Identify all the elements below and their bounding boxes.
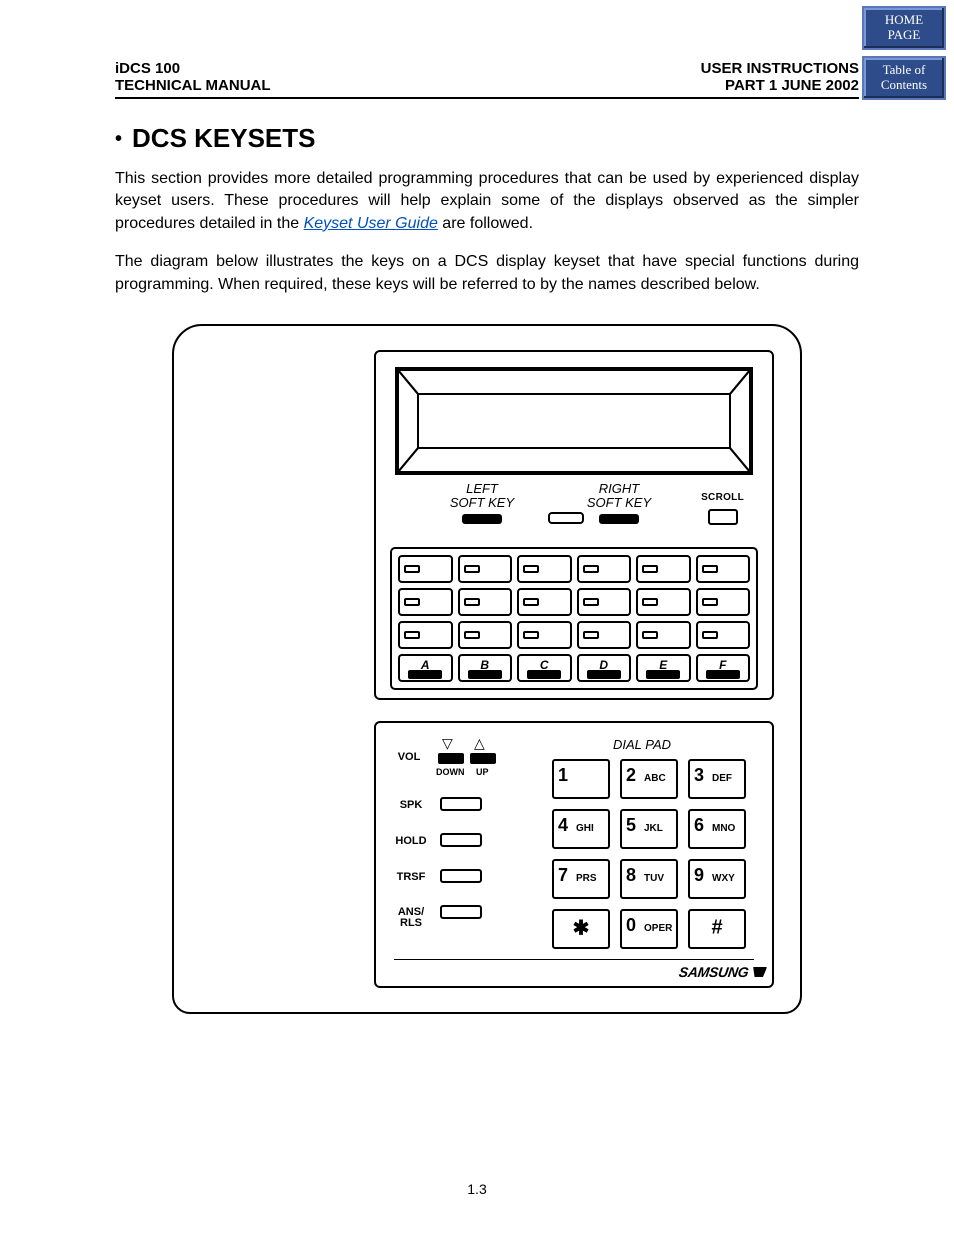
- ansrls-key: [440, 905, 482, 919]
- dial-key-3: 3DEF: [688, 759, 746, 799]
- up-arrow-icon: △: [474, 735, 485, 752]
- prog-key-a: A: [398, 654, 453, 682]
- prog-key: [577, 621, 632, 649]
- vol-down-key: [438, 753, 464, 764]
- vol-label: VOL: [390, 751, 428, 763]
- prog-key: [517, 555, 572, 583]
- scroll-label: SCROLL: [701, 492, 744, 503]
- home-l2: PAGE: [888, 28, 921, 43]
- dial-key-5: 5JKL: [620, 809, 678, 849]
- dial-key-hash: #: [688, 909, 746, 949]
- dial-key-7: 7PRS: [552, 859, 610, 899]
- dial-key-9: 9WXY: [688, 859, 746, 899]
- prog-key-d: D: [577, 654, 632, 682]
- paragraph-2: The diagram below illustrates the keys o…: [115, 251, 859, 296]
- header-right-top: USER INSTRUCTIONS: [701, 60, 859, 77]
- lcd-screen: [394, 366, 754, 476]
- keyset-user-guide-link[interactable]: Keyset User Guide: [304, 215, 438, 232]
- lower-panel: VOL ▽ △ DOWN UP SPK HOLD: [374, 721, 774, 988]
- header-left-bottom: TECHNICAL MANUAL: [115, 77, 271, 94]
- section-heading: DCS KEYSETS: [115, 123, 859, 154]
- prog-key: [458, 588, 513, 616]
- header-right-bottom: PART 1 JUNE 2002: [701, 77, 859, 94]
- toc-l2: Contents: [881, 78, 927, 93]
- prog-key: [398, 588, 453, 616]
- softkey-row: LEFT SOFT KEY RIGHT SOFT KEY SCROLL: [394, 482, 754, 534]
- left-soft-key: [462, 514, 502, 524]
- right-soft-key: [599, 514, 639, 524]
- hold-key: [440, 833, 482, 847]
- dial-pad-label: DIAL PAD: [552, 737, 732, 752]
- center-key: [548, 512, 584, 524]
- prog-key: [577, 588, 632, 616]
- dial-key-2: 2ABC: [620, 759, 678, 799]
- dial-pad: 12ABC3DEF 4GHI5JKL6MNO 7PRS8TUV9WXY ✱0OPER#: [552, 759, 752, 949]
- home-l1: HOME: [885, 13, 923, 28]
- left-soft-key-label: LEFT SOFT KEY: [442, 482, 522, 509]
- paragraph-1: This section provides more detailed prog…: [115, 168, 859, 235]
- lower-divider: [394, 959, 754, 960]
- ansrls-l2: RLS: [400, 917, 422, 929]
- prog-key: [517, 621, 572, 649]
- prog-key: [696, 555, 751, 583]
- spk-key: [440, 797, 482, 811]
- right-soft-key-label: RIGHT SOFT KEY: [579, 482, 659, 509]
- prog-key: [636, 555, 691, 583]
- prog-key: [636, 621, 691, 649]
- side-nav: HOME PAGE Table of Contents: [862, 6, 946, 100]
- scroll-key: [708, 509, 738, 525]
- home-page-button[interactable]: HOME PAGE: [862, 6, 946, 50]
- trsf-key: [440, 869, 482, 883]
- prog-key: [398, 555, 453, 583]
- brand-logo: SAMSUNG: [677, 964, 749, 980]
- vol-up-key: [470, 753, 496, 764]
- prog-key: [636, 588, 691, 616]
- diagram: LEFT SOFT KEY RIGHT SOFT KEY SCROLL ABCD…: [115, 324, 859, 1014]
- prog-key: [458, 621, 513, 649]
- dial-key-8: 8TUV: [620, 859, 678, 899]
- prog-key: [696, 621, 751, 649]
- trsf-label: TRSF: [390, 871, 432, 883]
- dial-key-0: 0OPER: [620, 909, 678, 949]
- page-number: 1.3: [0, 1181, 954, 1197]
- prog-key: [577, 555, 632, 583]
- vol-section: VOL ▽ △ DOWN UP SPK HOLD: [390, 737, 540, 937]
- prog-key-e: E: [636, 654, 691, 682]
- dial-key-1: 1: [552, 759, 610, 799]
- upper-panel: LEFT SOFT KEY RIGHT SOFT KEY SCROLL ABCD…: [374, 350, 774, 700]
- up-label: UP: [476, 767, 489, 777]
- keyset-diagram: LEFT SOFT KEY RIGHT SOFT KEY SCROLL ABCD…: [172, 324, 802, 1014]
- prog-key-c: C: [517, 654, 572, 682]
- ansrls-label: ANS/ RLS: [390, 907, 432, 929]
- prog-key: [696, 588, 751, 616]
- prog-key: [398, 621, 453, 649]
- prog-key-f: F: [696, 654, 751, 682]
- dial-key-4: 4GHI: [552, 809, 610, 849]
- dial-key-6: 6MNO: [688, 809, 746, 849]
- programmable-keys: ABCDEF: [390, 547, 758, 690]
- prog-key: [517, 588, 572, 616]
- doc-header: iDCS 100 TECHNICAL MANUAL USER INSTRUCTI…: [115, 60, 859, 99]
- prog-key-b: B: [458, 654, 513, 682]
- para1-b: are followed.: [438, 215, 533, 232]
- prog-key: [458, 555, 513, 583]
- down-arrow-icon: ▽: [442, 735, 453, 752]
- page-content: iDCS 100 TECHNICAL MANUAL USER INSTRUCTI…: [0, 0, 954, 1054]
- toc-l1: Table of: [883, 63, 926, 78]
- hold-label: HOLD: [390, 835, 432, 847]
- rsk-l2: SOFT KEY: [587, 495, 651, 510]
- dial-key-star: ✱: [552, 909, 610, 949]
- header-left-top: iDCS 100: [115, 60, 271, 77]
- down-label: DOWN: [436, 767, 465, 777]
- toc-button[interactable]: Table of Contents: [862, 56, 946, 100]
- lsk-l2: SOFT KEY: [450, 495, 514, 510]
- spk-label: SPK: [390, 799, 432, 811]
